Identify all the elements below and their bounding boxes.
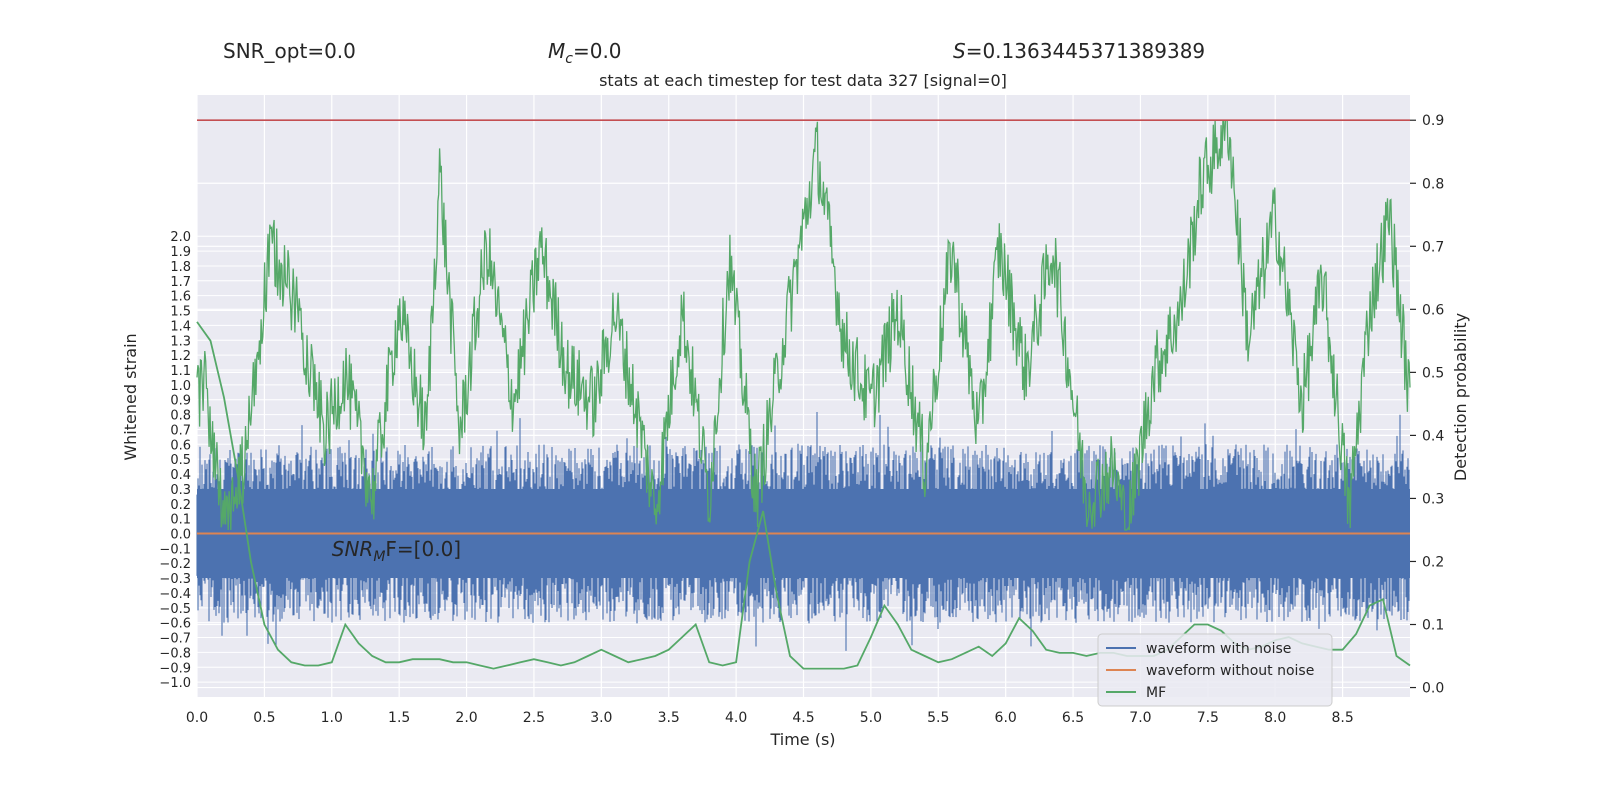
x-tick-label: 6.5 xyxy=(1062,710,1084,726)
y-tick-label: 1.3 xyxy=(170,334,191,349)
y2-tick-label: 0.4 xyxy=(1422,428,1444,444)
y2-tick-label: 0.8 xyxy=(1422,176,1444,192)
mc-value: =0.0 xyxy=(573,39,622,63)
y-tick-label: −1.0 xyxy=(159,676,191,691)
x-tick-label: 7.5 xyxy=(1197,710,1219,726)
y-tick-label: 1.7 xyxy=(170,275,191,290)
y-axis-right: 0.0 0.1 0.2 0.3 0.4 0.5 0.6 0.7 0.8 0.9 xyxy=(1410,113,1444,697)
x-tick-label: 5.0 xyxy=(860,710,882,726)
detection-probability-trace xyxy=(196,119,1411,531)
y-tick-label: −0.8 xyxy=(159,646,191,661)
legend-label-noise: waveform with noise xyxy=(1146,641,1291,657)
y-tick-label: 1.6 xyxy=(170,290,191,305)
s-value: =0.1363445371389389 xyxy=(966,39,1205,63)
x-tick-label: 4.0 xyxy=(725,710,747,726)
legend-label-clean: waveform without noise xyxy=(1146,663,1314,679)
y2-axis-label: Detection probability xyxy=(1451,313,1470,481)
mc-subscript: c xyxy=(565,51,573,67)
chart-title: stats at each timestep for test data 327… xyxy=(599,71,1007,90)
legend: waveform with noise waveform without noi… xyxy=(1097,633,1333,707)
y-tick-label: 0.4 xyxy=(170,468,191,483)
y-tick-label: −0.9 xyxy=(159,661,191,676)
x-tick-label: 0.5 xyxy=(253,710,275,726)
y-tick-label: 0.9 xyxy=(170,394,191,409)
y-tick-label: 1.8 xyxy=(170,260,191,275)
x-axis: 0.0 0.5 1.0 1.5 2.0 2.5 3.0 3.5 4.0 4.5 5.0 5.5 6.0 6… xyxy=(186,710,1354,726)
y-tick-label: 1.1 xyxy=(170,364,191,379)
x-tick-label: 2.5 xyxy=(523,710,545,726)
y-tick-label: 0.0 xyxy=(170,527,191,542)
header-s: S=0.1363445371389389 xyxy=(953,39,1205,63)
y-tick-label: −0.3 xyxy=(159,572,191,587)
noise-spikes xyxy=(196,412,1410,651)
y2-tick-label: 0.9 xyxy=(1422,113,1444,129)
mc-symbol: M xyxy=(548,39,565,63)
y-tick-label: −0.7 xyxy=(159,632,191,647)
y-tick-label: −0.6 xyxy=(159,617,191,632)
y-tick-label: 0.2 xyxy=(170,498,191,513)
y-tick-label: 0.5 xyxy=(170,453,191,468)
header-mc: Mc=0.0 xyxy=(548,39,622,67)
legend-label-mf: MF xyxy=(1146,685,1166,701)
y-tick-label: −0.2 xyxy=(159,557,191,572)
y-tick-label: 2.0 xyxy=(170,230,191,245)
y-axis-label: Whitened strain xyxy=(121,333,140,460)
y-tick-label: 1.9 xyxy=(170,245,191,260)
x-tick-label: 6.0 xyxy=(995,710,1017,726)
y2-tick-label: 0.7 xyxy=(1422,239,1444,255)
y-tick-label: 0.1 xyxy=(170,513,191,528)
y-tick-label: 1.5 xyxy=(170,305,191,320)
y2-tick-label: 0.3 xyxy=(1422,491,1444,507)
snr-mf-prefix: SNR xyxy=(332,537,374,561)
x-tick-label: 3.5 xyxy=(658,710,680,726)
y-tick-label: 0.3 xyxy=(170,483,191,498)
y2-tick-label: 0.2 xyxy=(1422,554,1444,570)
x-tick-label: 7.0 xyxy=(1129,710,1151,726)
y2-tick-label: 0.5 xyxy=(1422,365,1444,381)
x-tick-label: 0.0 xyxy=(186,710,208,726)
header-snr-opt: SNR_opt=0.0 xyxy=(223,39,356,63)
x-tick-label: 8.5 xyxy=(1331,710,1353,726)
y-tick-label: 1.0 xyxy=(170,379,191,394)
probability-trace-path xyxy=(196,119,1411,531)
y-tick-label: 0.7 xyxy=(170,423,191,438)
snr-mf-annotation: SNRMF=[0.0] xyxy=(332,537,461,565)
x-tick-label: 1.5 xyxy=(388,710,410,726)
y-axis-left: −1.0−0.9−0.8−0.7−0.6−0.5−0.4−0.3−0.2−0.1… xyxy=(159,230,191,691)
y2-tick-label: 0.1 xyxy=(1422,618,1444,634)
x-tick-label: 1.0 xyxy=(321,710,343,726)
x-tick-label: 8.0 xyxy=(1264,710,1286,726)
y-tick-label: −0.1 xyxy=(159,542,191,557)
s-symbol: S xyxy=(953,39,966,63)
series-mf xyxy=(196,321,1411,670)
y-tick-label: 0.8 xyxy=(170,409,191,424)
y-tick-label: 0.6 xyxy=(170,438,191,453)
y-tick-label: −0.4 xyxy=(159,587,191,602)
y2-tick-label: 0.0 xyxy=(1422,681,1444,697)
y-tick-label: −0.5 xyxy=(159,602,191,617)
y2-tick-label: 0.6 xyxy=(1422,302,1444,318)
x-tick-label: 4.5 xyxy=(792,710,814,726)
y-tick-label: 1.4 xyxy=(170,319,191,334)
x-tick-label: 2.0 xyxy=(455,710,477,726)
x-tick-label: 3.0 xyxy=(590,710,612,726)
x-tick-label: 5.5 xyxy=(927,710,949,726)
x-axis-label: Time (s) xyxy=(769,730,835,749)
snr-mf-value: F=[0.0] xyxy=(385,537,461,561)
snr-mf-subscript: M xyxy=(373,549,385,565)
y-tick-label: 1.2 xyxy=(170,349,191,364)
